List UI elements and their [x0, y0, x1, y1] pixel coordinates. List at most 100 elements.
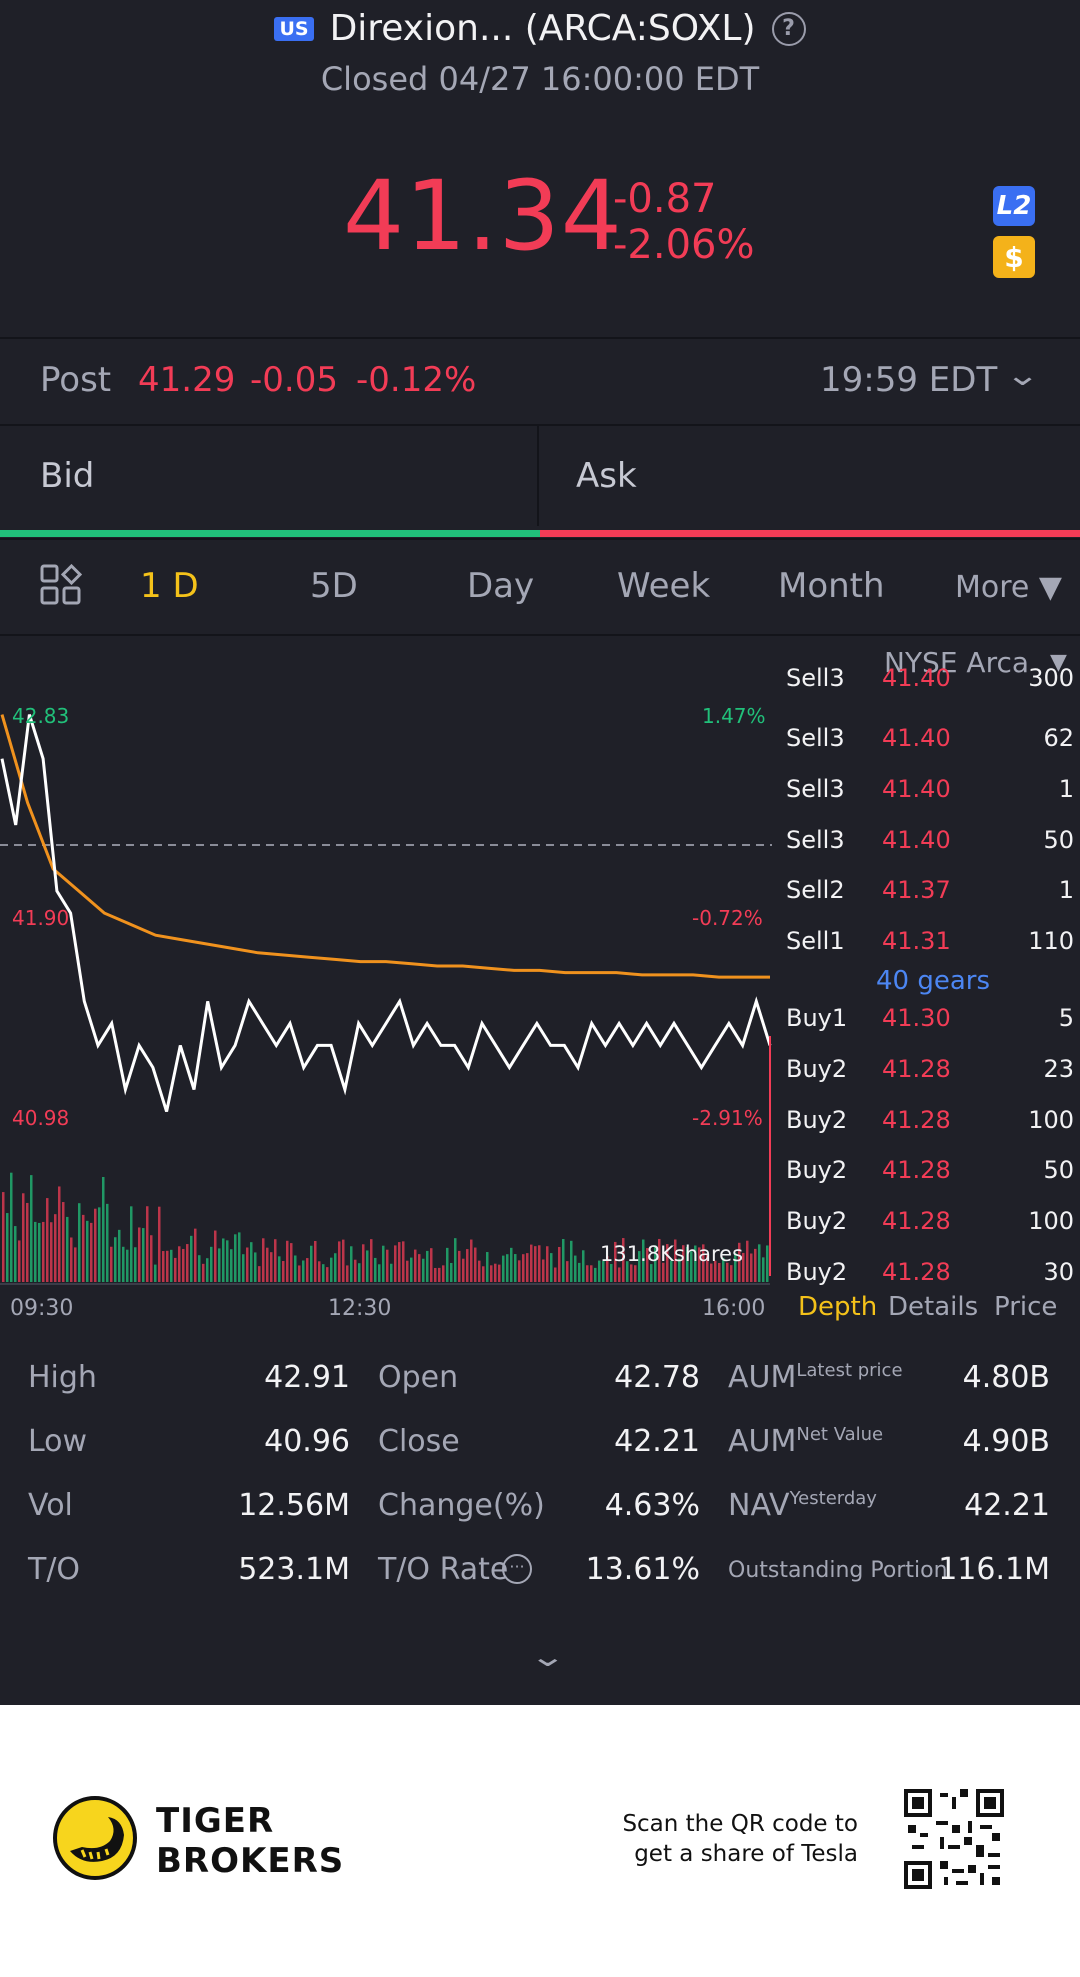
change-percent: -2.06% [613, 222, 755, 268]
volume-bar [18, 1240, 21, 1282]
volume-bar [590, 1265, 593, 1282]
order-row-sell: Sell3 41.40 300 [780, 664, 1080, 714]
volume-bar [686, 1246, 689, 1282]
volume-bar [610, 1263, 613, 1282]
divider [0, 634, 1080, 636]
post-market-row[interactable]: Post 41.29 -0.05 -0.12% 19:59 EDT ⌄ [0, 340, 1080, 424]
volume-bar [22, 1193, 25, 1282]
order-side: Sell3 [786, 664, 845, 692]
stock-title[interactable]: Direxion... (ARCA:SOXL) [329, 8, 756, 49]
volume-bar [334, 1253, 337, 1282]
tab-day[interactable]: Day [467, 566, 535, 606]
order-row-sell: Sell2 41.37 1 [780, 876, 1080, 926]
grid-icon[interactable] [40, 564, 82, 606]
tab-1d[interactable]: 1 D [140, 566, 199, 606]
volume-bar [766, 1245, 769, 1282]
order-price: 41.40 [882, 826, 951, 854]
volume-bar [382, 1245, 385, 1282]
volume-bar [162, 1251, 165, 1282]
brand-name: BROKERS [156, 1841, 345, 1881]
order-row-sell: Sell3 41.40 62 [780, 724, 1080, 774]
volume-bar [706, 1253, 709, 1282]
avg-price-line [0, 714, 770, 979]
volume-bar [142, 1228, 145, 1282]
volume-bar [542, 1259, 545, 1282]
volume-bar [194, 1228, 197, 1282]
stats-panel: High 42.91 Low 40.96 Vol 12.56M T/O 523.… [0, 1340, 1080, 1680]
last-price: 41.34 [343, 160, 623, 272]
intraday-chart[interactable]: 42.83 1.47% 41.90 -0.72% 40.98 -2.91% 13… [0, 636, 780, 1321]
volume-bar [270, 1252, 273, 1282]
stat-superscript: Latest price [796, 1360, 903, 1381]
stat-high: 42.91 [264, 1360, 350, 1395]
order-price: 41.28 [882, 1106, 951, 1134]
volume-bar [274, 1239, 277, 1282]
gears-label[interactable]: 40 gears [876, 966, 991, 996]
volume-bar [470, 1239, 473, 1282]
volume-bar [406, 1260, 409, 1282]
tab-more[interactable]: More ▼ [955, 570, 1062, 605]
caret-down-icon[interactable]: ▼ [1050, 650, 1067, 675]
ask-label: Ask [576, 456, 637, 496]
stat-label-torate: T/O Rate [378, 1552, 509, 1587]
volume-bar [518, 1260, 521, 1282]
tab-price[interactable]: Price [994, 1292, 1058, 1322]
volume-bar [666, 1244, 669, 1282]
post-label: Post [40, 360, 112, 400]
volume-bar [226, 1240, 229, 1282]
order-side: Buy2 [786, 1106, 848, 1134]
volume-bar [254, 1252, 257, 1282]
volume-bar [278, 1256, 281, 1282]
volume-bar [90, 1222, 93, 1282]
price-change: -0.87 -2.06% [613, 176, 755, 268]
chevron-down-icon[interactable]: ⌄ [528, 1640, 567, 1673]
volume-bar [318, 1261, 321, 1282]
volume-bar [346, 1265, 349, 1282]
chevron-down-icon[interactable]: ⌄ [1004, 358, 1041, 393]
volume-bar [250, 1242, 253, 1282]
dollar-icon[interactable]: $ [993, 236, 1035, 278]
timeframe-tabs: 1 D 5D Day Week Month More ▼ [0, 540, 1080, 634]
qr-code-icon[interactable] [904, 1789, 1004, 1889]
stat-superscript: Yesterday [789, 1488, 877, 1509]
volume-bar [538, 1245, 541, 1282]
stat-label-open: Open [378, 1360, 459, 1395]
volume-bar [210, 1246, 213, 1282]
order-price: 41.30 [882, 1004, 951, 1032]
volume-bar [290, 1243, 293, 1282]
volume-bar [146, 1206, 149, 1282]
volume-bar [98, 1207, 101, 1282]
tab-5d[interactable]: 5D [310, 566, 358, 606]
volume-bar [350, 1246, 353, 1282]
volume-bar [454, 1238, 457, 1282]
volume-bar [34, 1221, 37, 1282]
volume-bar [182, 1248, 185, 1282]
order-book[interactable]: NYSE Arca ▼ Sell3 41.40 300 Sell3 41.40 … [780, 636, 1080, 1296]
help-icon[interactable]: ? [771, 11, 806, 46]
volume-bar [546, 1246, 549, 1282]
order-price: 41.28 [882, 1156, 951, 1184]
volume-bar [310, 1245, 313, 1282]
volume-bar [394, 1245, 397, 1282]
volume-bar [174, 1257, 177, 1282]
order-side: Buy2 [786, 1207, 848, 1235]
volume-bar [694, 1245, 697, 1282]
more-info-icon[interactable]: ··· [502, 1554, 532, 1584]
level2-icon[interactable]: L2 [993, 186, 1035, 226]
bid-ask-panel: Bid Ask [0, 426, 1080, 537]
exchange-selector[interactable]: NYSE Arca [884, 646, 1030, 679]
volume-bar [118, 1229, 121, 1282]
volume-bar [662, 1262, 665, 1282]
volume-bar [190, 1235, 193, 1282]
tab-month[interactable]: Month [778, 566, 885, 606]
volume-bar [562, 1239, 565, 1282]
divider [537, 426, 539, 526]
tab-depth[interactable]: Depth [798, 1292, 878, 1322]
volume-bar [578, 1262, 581, 1282]
tab-details[interactable]: Details [888, 1292, 979, 1322]
volume-bar [158, 1206, 161, 1282]
volume-bar [198, 1255, 201, 1282]
tab-week[interactable]: Week [617, 566, 711, 606]
order-row-buy: Buy1 41.30 5 [780, 1004, 1080, 1054]
order-side: Buy2 [786, 1258, 848, 1286]
